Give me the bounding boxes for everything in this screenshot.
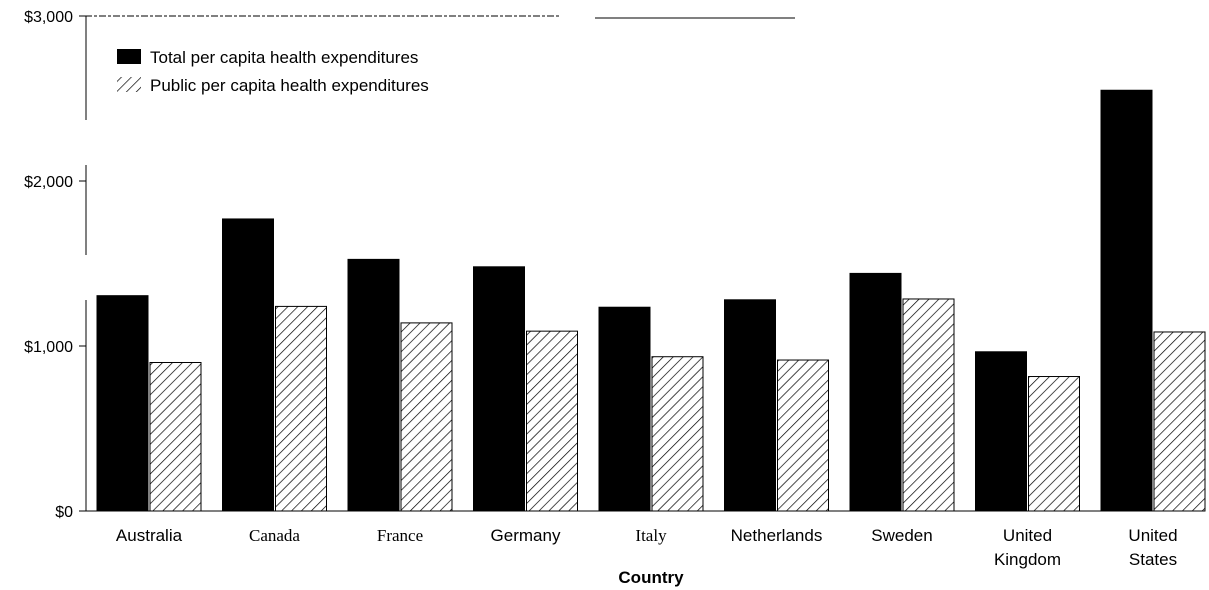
bar-total <box>724 299 776 512</box>
y-tick-label: $0 <box>55 504 73 521</box>
bar-total <box>1100 89 1153 512</box>
x-tick-label: United <box>1128 526 1177 545</box>
legend-swatch-public <box>117 77 141 92</box>
bars <box>96 89 1206 512</box>
x-tick-label: France <box>377 526 423 545</box>
y-tick-label: $3,000 <box>24 9 73 26</box>
bar-public <box>777 359 829 512</box>
y-tick-label: $1,000 <box>24 339 73 356</box>
bar-public <box>400 322 453 512</box>
y-tick-label: $2,000 <box>24 174 73 191</box>
bar-public <box>275 305 327 512</box>
x-tick-label: Sweden <box>871 526 932 545</box>
x-tick-label: States <box>1129 550 1177 569</box>
bar-public <box>902 298 955 512</box>
x-axis: Australia Canada France Germany Italy Netherl… <box>86 510 1205 569</box>
bar-total <box>975 351 1027 512</box>
x-tick-label: Australia <box>116 526 183 545</box>
x-tick-label: Kingdom <box>994 550 1061 569</box>
bar-total <box>96 295 149 512</box>
bar-total <box>222 218 274 512</box>
legend-swatch-total <box>117 49 141 64</box>
bar-public <box>1153 331 1206 512</box>
x-tick-label: United <box>1003 526 1052 545</box>
bar-total <box>473 266 525 512</box>
bar-total <box>849 272 902 512</box>
x-axis-title: Country <box>618 568 684 587</box>
x-tick-label: Canada <box>249 526 300 545</box>
bar-public <box>651 356 704 512</box>
x-tick-label: Italy <box>635 526 667 545</box>
x-tick-label: Netherlands <box>731 526 823 545</box>
legend-label-public: Public per capita health expenditures <box>150 76 429 95</box>
bar-total <box>347 258 400 512</box>
top-frame-lines <box>85 15 795 19</box>
y-axis: $0 $1,000 $2,000 $3,000 <box>24 9 87 521</box>
bar-total <box>598 306 651 512</box>
bar-public <box>1028 376 1080 512</box>
bar-public <box>526 330 578 512</box>
x-tick-label: Germany <box>491 526 561 545</box>
bar-public <box>149 362 202 512</box>
legend: Total per capita health expenditures Pub… <box>117 48 429 95</box>
legend-label-total: Total per capita health expenditures <box>150 48 418 67</box>
